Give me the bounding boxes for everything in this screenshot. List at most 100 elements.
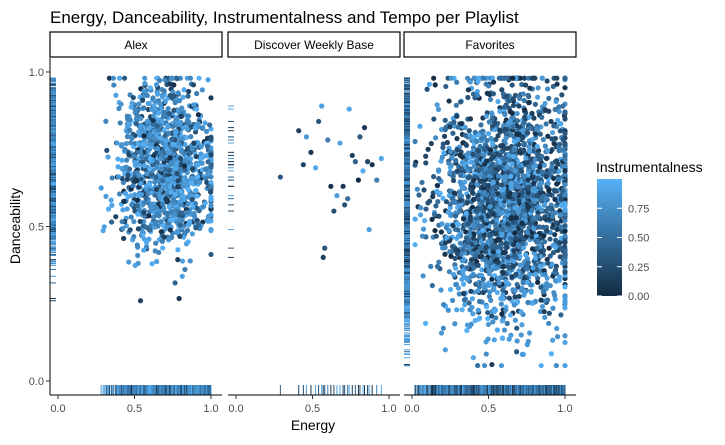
data-point [190,197,195,202]
data-point [135,253,140,258]
data-point [131,234,136,239]
data-point [157,195,162,200]
data-point [111,76,116,81]
data-point [319,103,324,108]
data-point [174,230,179,235]
data-point [124,158,129,163]
data-point [186,239,191,244]
data-point [153,175,158,180]
data-point [161,206,166,211]
data-point [208,185,213,190]
data-point [170,124,175,129]
data-point [159,167,164,172]
data-point [171,108,176,113]
data-point [138,298,143,303]
data-point [106,207,111,212]
data-point [360,168,365,173]
data-point [118,102,123,107]
data-point [138,219,143,224]
data-point [182,163,187,168]
data-point [136,173,141,178]
data-point [182,267,187,272]
data-point [185,202,190,207]
data-point [142,81,147,86]
data-point [196,76,201,81]
data-point [208,197,213,202]
data-point [140,98,145,103]
data-point [175,184,180,189]
data-point [153,221,158,226]
data-point [181,183,186,188]
data-point [155,92,160,97]
data-point [105,154,110,159]
data-point [110,175,115,180]
data-point [140,233,145,238]
data-point [176,141,181,146]
data-point [191,102,196,107]
data-point [196,121,201,126]
data-point [139,126,144,131]
data-point [199,144,204,149]
data-point [174,171,179,176]
data-point [334,193,339,198]
data-point [191,82,196,87]
data-point [111,82,116,87]
data-point [171,82,176,87]
data-point [331,208,336,213]
data-point [171,212,176,217]
data-point [136,142,141,147]
data-point [367,227,372,232]
data-point [149,107,154,112]
data-point [151,114,156,119]
data-point [350,153,355,158]
data-point [109,198,114,203]
data-point [131,95,136,100]
data-point [157,212,162,217]
data-point [163,138,168,143]
data-point [160,245,165,250]
data-point [142,76,147,81]
data-point [135,203,140,208]
data-point [325,137,330,142]
data-point [185,126,190,131]
data-point [194,107,199,112]
data-point [328,184,333,189]
data-point [149,141,154,146]
data-point [124,141,129,146]
data-point [156,111,161,116]
data-point [178,156,183,161]
data-point [131,183,136,188]
points-group [99,76,214,304]
data-point [175,257,180,262]
data-point [125,177,130,182]
data-point [145,119,150,124]
data-point [171,197,176,202]
data-point [147,132,152,137]
data-point [171,152,176,157]
data-point [187,219,192,224]
data-point [196,208,201,213]
data-point [169,161,174,166]
data-point [144,240,149,245]
data-point [161,110,166,115]
data-point [308,150,313,155]
data-point [120,207,125,212]
data-point [123,165,128,170]
data-point [136,226,141,231]
data-point [153,248,158,253]
data-point [158,150,163,155]
data-point [118,120,123,125]
data-point [127,122,132,127]
data-point [194,154,199,159]
data-point [121,236,126,241]
data-point [374,178,379,183]
data-point [135,242,140,247]
data-point [180,274,185,279]
data-point [180,95,185,100]
data-point [341,184,346,189]
data-point [134,150,139,155]
data-point [365,159,370,164]
data-point [208,152,213,157]
data-point [116,174,121,179]
facet-strip-label: Discover Weekly Base [254,38,374,52]
